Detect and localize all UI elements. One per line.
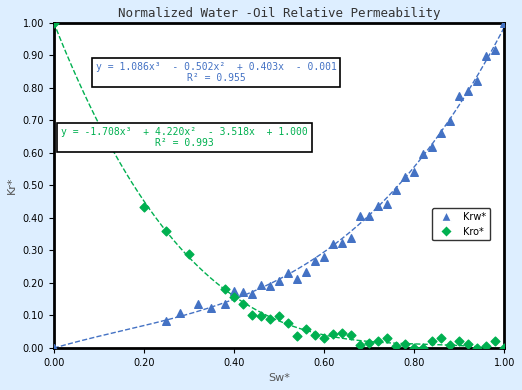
Krw*: [284, 270, 292, 277]
Kro*: [266, 316, 274, 322]
Kro*: [401, 341, 409, 347]
Krw*: [356, 213, 364, 219]
Krw*: [365, 213, 373, 220]
Kro*: [347, 332, 355, 338]
Krw*: [464, 88, 472, 94]
Krw*: [275, 278, 283, 285]
Kro*: [482, 343, 491, 349]
Kro*: [473, 345, 481, 351]
Krw*: [437, 130, 445, 136]
Kro*: [392, 342, 400, 349]
Krw*: [473, 78, 481, 84]
Kro*: [162, 227, 171, 234]
Kro*: [491, 338, 500, 344]
Krw*: [207, 305, 216, 311]
Kro*: [248, 312, 256, 318]
Krw*: [410, 169, 419, 176]
Kro*: [464, 341, 472, 347]
Kro*: [293, 333, 301, 339]
Krw*: [239, 289, 247, 295]
Kro*: [428, 337, 436, 344]
Kro*: [410, 345, 419, 351]
Kro*: [455, 337, 464, 344]
Kro*: [275, 313, 283, 319]
Kro*: [446, 342, 455, 349]
Krw*: [419, 151, 428, 157]
Kro*: [257, 313, 265, 319]
Kro*: [329, 331, 337, 337]
Krw*: [401, 174, 409, 180]
Krw*: [338, 240, 346, 246]
Kro*: [383, 335, 392, 341]
Krw*: [221, 301, 229, 307]
Krw*: [491, 47, 500, 53]
Kro*: [302, 326, 310, 332]
Krw*: [455, 93, 464, 99]
Y-axis label: Kr*: Kr*: [7, 176, 17, 194]
Krw*: [162, 317, 171, 324]
X-axis label: Sw*: Sw*: [268, 373, 290, 383]
Krw*: [500, 20, 508, 26]
Krw*: [482, 53, 491, 59]
Krw*: [194, 301, 202, 307]
Krw*: [320, 254, 328, 260]
Krw*: [329, 241, 337, 247]
Krw*: [248, 291, 256, 297]
Title: Normalized Water -Oil Relative Permeability: Normalized Water -Oil Relative Permeabil…: [118, 7, 440, 20]
Kro*: [365, 340, 373, 346]
Kro*: [500, 345, 508, 351]
Krw*: [392, 187, 400, 193]
Krw*: [266, 283, 274, 289]
Krw*: [347, 235, 355, 241]
Legend: Krw*, Kro*: Krw*, Kro*: [432, 208, 491, 241]
Kro*: [338, 330, 346, 336]
Kro*: [356, 342, 364, 348]
Krw*: [230, 288, 238, 294]
Krw*: [383, 201, 392, 207]
Text: y = 1.086x³  - 0.502x²  + 0.403x  - 0.001
R² = 0.955: y = 1.086x³ - 0.502x² + 0.403x - 0.001 R…: [96, 62, 336, 83]
Kro*: [437, 335, 445, 341]
Kro*: [230, 294, 238, 300]
Krw*: [311, 258, 319, 264]
Kro*: [140, 204, 148, 211]
Krw*: [374, 203, 382, 209]
Kro*: [284, 320, 292, 326]
Kro*: [185, 250, 193, 257]
Krw*: [257, 282, 265, 289]
Text: y = -1.708x³  + 4.220x²  - 3.518x  + 1.000
R² = 0.993: y = -1.708x³ + 4.220x² - 3.518x + 1.000 …: [61, 127, 308, 148]
Kro*: [320, 335, 328, 341]
Kro*: [419, 345, 428, 351]
Kro*: [374, 337, 382, 344]
Kro*: [221, 285, 229, 292]
Kro*: [50, 20, 58, 26]
Kro*: [239, 300, 247, 307]
Krw*: [302, 269, 310, 275]
Krw*: [293, 275, 301, 282]
Krw*: [50, 345, 58, 351]
Krw*: [176, 310, 184, 316]
Krw*: [428, 144, 436, 150]
Krw*: [446, 118, 455, 124]
Kro*: [311, 332, 319, 338]
